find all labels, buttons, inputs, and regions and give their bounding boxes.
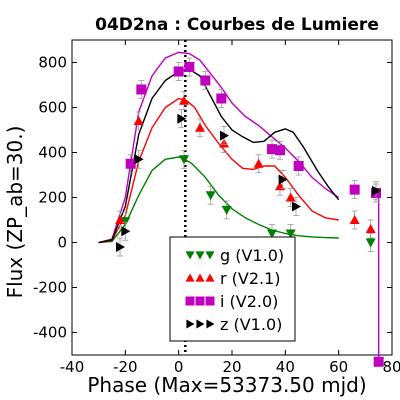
point-1-0 — [115, 215, 125, 224]
legend-marker-2-0 — [185, 296, 195, 306]
point-3-0 — [116, 242, 125, 252]
point-3-7 — [372, 185, 381, 196]
y-tick-label: 800 — [38, 54, 67, 72]
point-1-7 — [285, 192, 296, 202]
point-1-9 — [365, 224, 376, 233]
y-tick-label: 0 — [57, 234, 67, 252]
legend-label-1: r (V2.1) — [220, 269, 281, 288]
x-tick-label: 80 — [382, 358, 400, 376]
y-tick-label: -200 — [33, 279, 67, 297]
y-tick-label: 200 — [38, 189, 67, 207]
x-tick-label: 40 — [276, 358, 295, 376]
legend-marker-1-1 — [195, 273, 205, 282]
point-2-5 — [216, 93, 227, 104]
x-tick-label: 20 — [222, 358, 241, 376]
chart-title: 04D2na : Courbes de Lumiere — [95, 15, 379, 35]
legend-marker-0-2 — [205, 251, 215, 260]
legend-marker-3-1 — [196, 319, 205, 329]
y-axis-label: Flux (ZP_ab=30.) — [3, 126, 27, 299]
point-2-4 — [200, 75, 211, 86]
legend: g (V1.0) r (V2.1) i (V2.0) z (V1.0) — [169, 236, 296, 342]
point-3-3 — [177, 113, 187, 124]
point-1-3 — [195, 122, 205, 132]
point-3-4 — [220, 130, 229, 141]
point-1-5 — [253, 158, 264, 168]
x-tick-label: -40 — [60, 358, 85, 376]
point-2-7 — [275, 145, 285, 156]
point-3-1 — [121, 226, 131, 237]
point-0-4 — [267, 229, 277, 239]
point-0-6 — [365, 238, 376, 248]
y-tick-label: 600 — [38, 99, 67, 117]
error-bar-end-point — [373, 356, 384, 367]
point-0-3 — [221, 205, 232, 215]
point-0-5 — [285, 229, 296, 239]
point-2-9 — [349, 184, 360, 195]
model-curve-3 — [98, 68, 340, 244]
point-1-8 — [349, 215, 360, 224]
point-1-1 — [133, 116, 144, 125]
legend-marker-0-0 — [185, 251, 195, 260]
x-axis-label: Phase (Max=53373.50 mjd) — [87, 373, 366, 397]
point-2-1 — [136, 84, 147, 95]
data-points — [115, 57, 384, 367]
point-2-8 — [293, 161, 304, 171]
legend-marker-1-2 — [205, 273, 215, 282]
x-tick-label: 0 — [174, 358, 184, 376]
model-curve-1 — [98, 97, 339, 244]
point-3-5 — [278, 174, 288, 185]
point-1-2 — [179, 95, 189, 105]
point-0-2 — [205, 191, 216, 201]
legend-marker-2-2 — [205, 296, 215, 306]
x-tick-label: 60 — [329, 358, 348, 376]
point-2-3 — [184, 62, 195, 72]
point-0-1 — [179, 155, 189, 165]
y-tick-label: -400 — [33, 324, 67, 342]
point-0-0 — [120, 217, 131, 227]
y-tick-label: 400 — [38, 144, 67, 162]
legend-marker-3-0 — [186, 319, 195, 329]
point-2-0 — [125, 158, 136, 169]
legend-label-3: z (V1.0) — [220, 315, 282, 334]
legend-label-2: i (V2.0) — [220, 292, 278, 311]
legend-marker-0-1 — [195, 251, 205, 260]
legend-marker-2-1 — [195, 296, 205, 306]
legend-label-0: g (V1.0) — [220, 246, 284, 265]
point-2-6 — [267, 144, 277, 155]
point-3-2 — [134, 154, 144, 165]
x-tick-label: -20 — [113, 358, 138, 376]
point-2-2 — [173, 66, 184, 77]
legend-marker-3-2 — [206, 319, 215, 329]
model-curve-2 — [98, 51, 340, 244]
point-3-6 — [292, 201, 301, 212]
legend-marker-1-0 — [185, 273, 195, 282]
